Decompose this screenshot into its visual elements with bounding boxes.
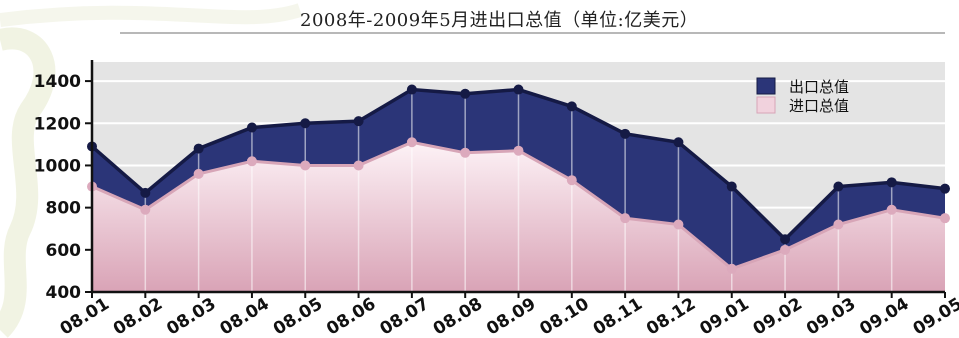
- y-tick-label: 400: [46, 283, 82, 303]
- x-tick-label: 08.06: [323, 294, 379, 338]
- import-point: [833, 219, 844, 230]
- x-tick-label: 08.08: [430, 294, 486, 338]
- y-tick-label: 800: [46, 199, 82, 219]
- x-tick-label: 08.11: [590, 294, 646, 338]
- import-point: [140, 204, 151, 215]
- import-point: [513, 145, 524, 156]
- export-point: [940, 183, 950, 194]
- legend-swatch-export: [756, 77, 776, 95]
- x-tick-label: 08.04: [217, 294, 273, 338]
- export-point: [726, 181, 737, 192]
- export-point: [353, 116, 364, 127]
- y-tick-label: 600: [46, 241, 82, 261]
- x-tick-label: 08.02: [110, 294, 166, 338]
- import-point: [620, 213, 631, 224]
- legend-label-export: 出口总值: [789, 78, 849, 96]
- import-point: [673, 219, 684, 230]
- import-point: [460, 147, 471, 158]
- export-point: [886, 177, 897, 188]
- import-point: [353, 160, 364, 171]
- y-tick-label: 1000: [34, 156, 81, 176]
- x-tick-label: 08.05: [270, 294, 326, 338]
- export-point: [566, 101, 577, 112]
- legend-swatch-import: [756, 96, 776, 114]
- y-tick-label: 1200: [34, 114, 81, 134]
- export-point: [673, 137, 684, 148]
- x-tick-label: 09.03: [803, 294, 859, 338]
- export-point: [513, 84, 524, 95]
- import-point: [300, 160, 311, 171]
- export-point: [140, 187, 151, 198]
- title-divider: [120, 32, 945, 34]
- export-point: [246, 122, 257, 133]
- export-point: [406, 84, 417, 95]
- import-point: [940, 213, 950, 224]
- x-tick-label: 09.04: [856, 294, 912, 338]
- chart-title: 2008年-2009年5月进出口总值（单位:亿美元）: [300, 10, 699, 31]
- import-point: [193, 168, 204, 179]
- export-point: [460, 88, 471, 99]
- export-point: [780, 234, 791, 245]
- x-tick-label: 08.03: [163, 294, 219, 338]
- x-tick-label: 09.02: [750, 294, 806, 338]
- export-point: [193, 143, 204, 154]
- import-point: [726, 263, 737, 274]
- export-point: [620, 128, 631, 139]
- x-tick-label: 08.12: [643, 294, 699, 338]
- x-tick-label: 08.10: [536, 294, 592, 338]
- x-tick-label: 09.01: [696, 294, 752, 338]
- import-point: [406, 137, 417, 148]
- import-point: [886, 204, 897, 215]
- export-point: [300, 118, 311, 129]
- x-tick-label: 09.05: [910, 294, 959, 338]
- x-tick-label: 08.09: [483, 294, 539, 338]
- export-point: [833, 181, 844, 192]
- y-tick-label: 1400: [34, 72, 81, 92]
- legend-label-import: 进口总值: [789, 97, 849, 115]
- import-point: [566, 175, 577, 186]
- x-tick-label: 08.07: [377, 294, 433, 338]
- import-point: [780, 244, 791, 255]
- import-point: [246, 156, 257, 167]
